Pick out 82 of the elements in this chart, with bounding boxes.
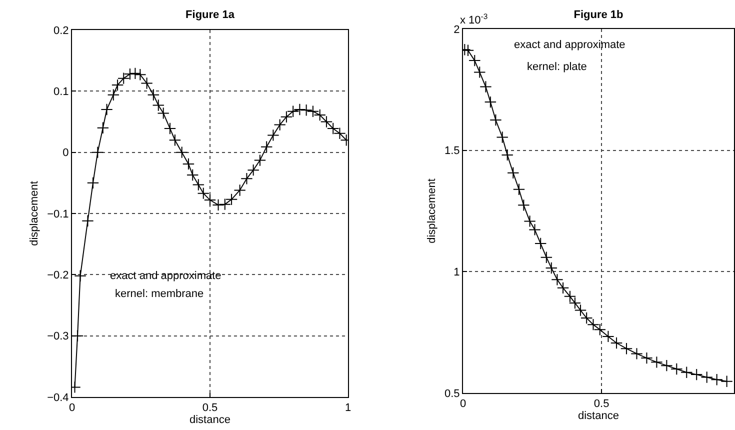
point xyxy=(280,110,293,123)
point xyxy=(300,104,312,116)
y-tick-label: 1.5 xyxy=(444,145,460,158)
point xyxy=(286,105,300,118)
point xyxy=(164,122,176,135)
y-tick-label: 0.1 xyxy=(54,86,69,98)
point xyxy=(86,176,100,190)
point xyxy=(254,154,266,166)
point xyxy=(124,68,136,80)
y-tick-label: −0.1 xyxy=(47,208,69,220)
point xyxy=(501,148,514,162)
chart-title: Figure 1b xyxy=(574,8,624,21)
x-tick-label: 1 xyxy=(344,402,352,414)
point xyxy=(640,352,653,364)
point xyxy=(507,166,520,179)
point xyxy=(111,78,124,92)
point xyxy=(182,158,195,170)
point xyxy=(534,237,547,250)
point xyxy=(82,214,94,227)
point xyxy=(484,96,497,108)
point xyxy=(260,140,273,153)
point xyxy=(294,103,306,116)
point xyxy=(192,178,205,191)
point xyxy=(474,66,486,78)
y-tick-label: −0.3 xyxy=(47,330,69,343)
x-axis-title: distance xyxy=(578,410,619,422)
point xyxy=(176,146,188,158)
point xyxy=(96,122,110,134)
annotation: kernel: plate xyxy=(527,61,587,73)
point xyxy=(720,375,733,388)
y-tick-label: 0.5 xyxy=(444,388,460,400)
y-tick-label: 0 xyxy=(62,147,69,160)
point xyxy=(129,67,142,80)
x-tick-label: 0.5 xyxy=(594,398,610,410)
x-axis-title: distance xyxy=(190,414,230,426)
chart-title: Figure 1a xyxy=(186,8,236,21)
y-tick-label: −0.2 xyxy=(47,270,69,282)
point xyxy=(107,88,120,101)
y-tick-label: 0.2 xyxy=(54,24,69,37)
point xyxy=(710,374,723,386)
text: x 10$^{-3}$ xyxy=(460,12,488,27)
point xyxy=(168,134,182,146)
point xyxy=(240,172,253,185)
point xyxy=(650,356,663,368)
point xyxy=(134,68,146,81)
point xyxy=(186,168,199,182)
annotation: exact and approximate xyxy=(110,270,222,282)
y-axis-title: displacement xyxy=(28,181,41,246)
point xyxy=(670,362,683,376)
point xyxy=(274,118,286,131)
point xyxy=(690,368,703,381)
annotation: exact and approximate xyxy=(514,39,626,51)
point xyxy=(545,262,558,274)
point xyxy=(247,164,260,176)
point xyxy=(630,348,643,360)
point xyxy=(140,77,153,90)
point xyxy=(490,114,502,126)
point xyxy=(660,359,673,372)
point xyxy=(218,198,231,210)
y-tick-label: −0.4 xyxy=(47,392,69,404)
point xyxy=(92,146,104,158)
point xyxy=(480,80,492,93)
point xyxy=(680,366,693,378)
x-tick-label: 0.5 xyxy=(202,402,218,414)
point xyxy=(496,131,508,144)
point xyxy=(620,342,633,355)
point xyxy=(468,54,481,67)
point xyxy=(540,251,553,264)
y-axis-title: displacement xyxy=(426,178,438,244)
point xyxy=(512,183,526,196)
point xyxy=(234,184,246,196)
point xyxy=(118,72,130,84)
point xyxy=(147,88,160,101)
point xyxy=(74,270,86,282)
point xyxy=(700,371,713,384)
point xyxy=(267,129,280,142)
point xyxy=(225,193,238,206)
y-tick-label: 2 xyxy=(454,24,460,36)
point xyxy=(518,199,530,212)
annotation: kernel: membrane xyxy=(115,288,204,300)
y-tick-label: 1 xyxy=(454,266,460,279)
point xyxy=(100,103,113,116)
